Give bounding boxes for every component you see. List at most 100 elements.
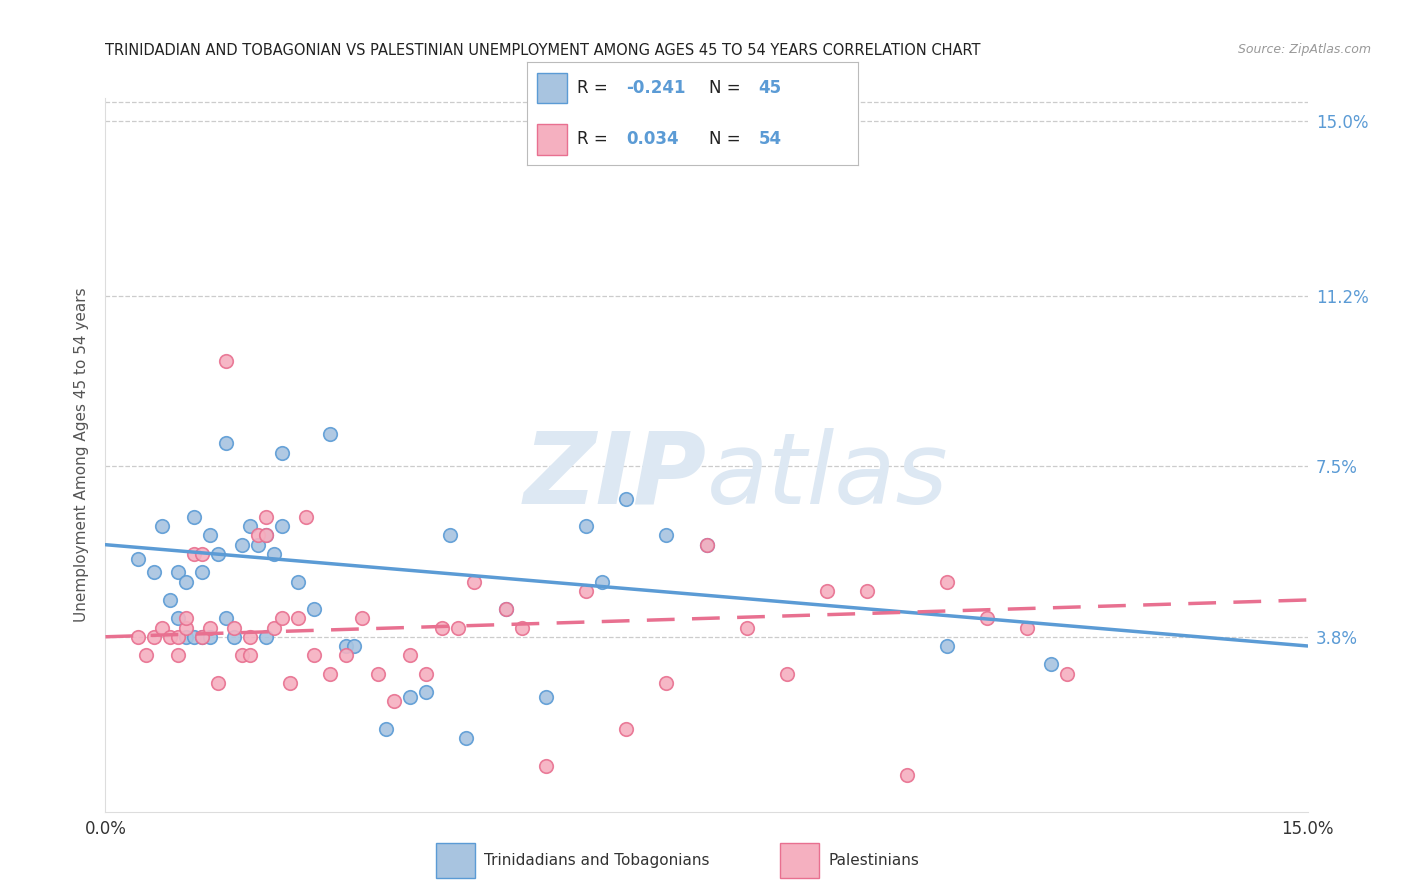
Bar [780, 843, 820, 878]
Point [198, 630, 221, 644]
Point [374, 722, 398, 736]
Point [430, 621, 453, 635]
Point [142, 630, 165, 644]
Point [616, 491, 638, 506]
Point [815, 583, 838, 598]
Text: TRINIDADIAN AND TOBAGONIAN VS PALESTINIAN UNEMPLOYMENT AMONG AGES 45 TO 54 YEARS: TRINIDADIAN AND TOBAGONIAN VS PALESTINIA… [105, 43, 981, 58]
Point [150, 621, 173, 635]
Text: 54: 54 [759, 130, 782, 148]
Point [231, 538, 253, 552]
Point [319, 666, 342, 681]
Point [263, 547, 285, 561]
Point [183, 547, 205, 561]
Point [295, 510, 318, 524]
Point [350, 611, 373, 625]
Point [855, 583, 877, 598]
Point [495, 602, 517, 616]
Text: ZIP: ZIP [523, 428, 707, 524]
Point [198, 621, 221, 635]
Point [174, 611, 197, 625]
Point [696, 538, 718, 552]
Point [655, 528, 678, 542]
Point [896, 768, 918, 782]
Point [207, 675, 229, 690]
Point [454, 731, 477, 745]
Point [239, 630, 262, 644]
Point [190, 630, 212, 644]
Point [495, 602, 517, 616]
Point [287, 574, 309, 589]
Text: Trinidadians and Tobagonians: Trinidadians and Tobagonians [484, 853, 709, 868]
Text: Source: ZipAtlas.com: Source: ZipAtlas.com [1237, 43, 1371, 56]
Bar [537, 73, 567, 103]
Point [319, 427, 342, 442]
Point [287, 611, 309, 625]
Point [534, 690, 557, 704]
Point [1056, 666, 1078, 681]
Point [127, 630, 149, 644]
Text: R =: R = [576, 78, 613, 96]
Point [1040, 657, 1063, 672]
Point [696, 538, 718, 552]
Point [270, 445, 292, 459]
Bar [537, 124, 567, 155]
Point [936, 574, 959, 589]
Point [399, 690, 422, 704]
Point [254, 528, 277, 542]
Point [142, 566, 165, 580]
Point [127, 551, 149, 566]
Point [263, 621, 285, 635]
Point [166, 648, 188, 663]
Point [415, 685, 437, 699]
Text: R =: R = [576, 130, 613, 148]
Point [302, 648, 325, 663]
Y-axis label: Unemployment Among Ages 45 to 54 years: Unemployment Among Ages 45 to 54 years [75, 287, 90, 623]
Point [166, 566, 188, 580]
Point [270, 611, 292, 625]
Point [207, 547, 229, 561]
Point [616, 722, 638, 736]
Point [575, 519, 598, 533]
Point [231, 648, 253, 663]
Point [222, 621, 245, 635]
Point [174, 630, 197, 644]
Point [254, 510, 277, 524]
Point [150, 519, 173, 533]
Point [463, 574, 485, 589]
Point [159, 593, 181, 607]
Point [222, 630, 245, 644]
Point [655, 675, 678, 690]
Point [190, 566, 212, 580]
Point [447, 621, 470, 635]
Point [254, 528, 277, 542]
Text: N =: N = [709, 130, 745, 148]
Point [976, 611, 998, 625]
Point [174, 621, 197, 635]
Point [335, 648, 357, 663]
Point [190, 630, 212, 644]
Point [776, 666, 799, 681]
Point [135, 648, 157, 663]
Point [190, 547, 212, 561]
Point [214, 611, 236, 625]
Text: 45: 45 [759, 78, 782, 96]
Point [335, 639, 357, 653]
Point [278, 675, 301, 690]
Point [1017, 621, 1039, 635]
Text: Palestinians: Palestinians [828, 853, 920, 868]
Point [510, 621, 533, 635]
Point [415, 666, 437, 681]
Point [214, 353, 236, 368]
Point [246, 528, 269, 542]
Bar [436, 843, 475, 878]
Point [382, 694, 405, 708]
Point [239, 648, 262, 663]
Point [270, 519, 292, 533]
Text: -0.241: -0.241 [627, 78, 686, 96]
Text: atlas: atlas [707, 428, 948, 524]
Point [159, 630, 181, 644]
Point [214, 436, 236, 450]
Point [399, 648, 422, 663]
Point [575, 583, 598, 598]
Point [239, 519, 262, 533]
